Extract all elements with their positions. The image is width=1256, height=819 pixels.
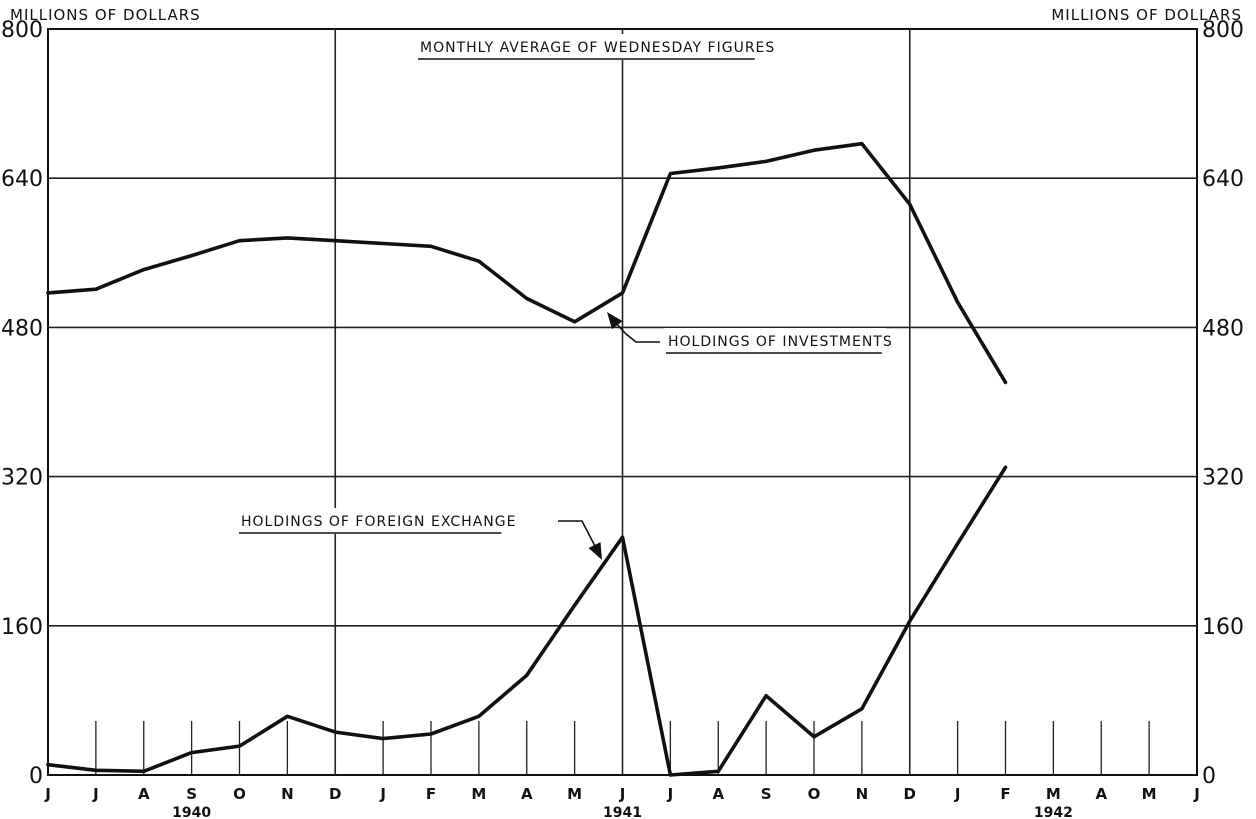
x-tick-label: J: [44, 785, 51, 803]
x-tick-label: J: [954, 785, 961, 803]
y-axis-label-right: MILLIONS OF DOLLARS: [1051, 6, 1242, 24]
x-year-label: 1942: [1034, 805, 1073, 819]
x-tick-label: S: [186, 785, 197, 803]
x-tick-label: M: [1046, 785, 1061, 803]
x-tick-label: N: [281, 785, 294, 803]
y-tick-label-left: 0: [29, 764, 43, 789]
x-tick-label: D: [329, 785, 341, 803]
x-tick-label: A: [712, 785, 724, 803]
investments-arrowhead: [607, 312, 623, 330]
y-tick-label-left: 160: [1, 615, 43, 640]
x-tick-label: J: [1193, 785, 1200, 803]
x-tick-label: M: [567, 785, 582, 803]
x-tick-label: F: [1000, 785, 1010, 803]
x-tick-label: A: [1095, 785, 1107, 803]
y-tick-label-right: 160: [1202, 615, 1244, 640]
y-tick-label-left: 320: [1, 466, 43, 491]
x-tick-label: D: [904, 785, 916, 803]
x-tick-label: M: [1142, 785, 1157, 803]
foreign-exchange-leader: [558, 520, 597, 549]
series-lines: [46, 141, 1008, 777]
x-tick-label: S: [761, 785, 772, 803]
x-tick-label: J: [92, 785, 99, 803]
x-tick-label: F: [426, 785, 436, 803]
y-tick-label-right: 800: [1202, 18, 1244, 43]
y-tick-label-left: 640: [1, 167, 43, 192]
x-tick-label: A: [521, 785, 533, 803]
series-line-investments: [46, 141, 1008, 385]
x-tick-label: A: [138, 785, 150, 803]
x-tick-label: O: [233, 785, 246, 803]
x-tick-label: N: [856, 785, 869, 803]
series-label-investments: HOLDINGS OF INVESTMENTS: [668, 334, 893, 350]
x-tick-label: O: [808, 785, 821, 803]
y-tick-label-right: 640: [1202, 167, 1244, 192]
y-tick-label-right: 320: [1202, 466, 1244, 491]
series-label-foreign-exchange-bg: [237, 508, 506, 534]
series-line-foreign-exchange: [46, 465, 1008, 777]
x-year-label: 1940: [172, 805, 211, 819]
x-year-label: 1941: [603, 805, 642, 819]
chart-title-bg: [416, 34, 759, 60]
y-tick-label-right: 0: [1202, 764, 1216, 789]
y-tick-label-left: 800: [1, 18, 43, 43]
foreign-exchange-arrowhead: [588, 542, 602, 560]
x-tick-label: J: [379, 785, 386, 803]
month-tick-marks: [95, 721, 1150, 775]
investments-leader: [613, 320, 660, 343]
series-label-foreign-exchange: HOLDINGS OF FOREIGN EXCHANGE: [241, 514, 516, 530]
y-tick-label-right: 480: [1202, 316, 1244, 341]
y-axis-label-left: MILLIONS OF DOLLARS: [10, 6, 201, 24]
axis-labels: 0 0 160 160 320 320 480 480 640 640 800 800 J J A S O N D J…: [1, 18, 1244, 819]
annotations: MONTHLY AVERAGE OF WEDNESDAY FIGURES HOLD…: [237, 34, 893, 560]
chart-title: MONTHLY AVERAGE OF WEDNESDAY FIGURES: [420, 40, 775, 56]
x-tick-label: M: [471, 785, 486, 803]
x-tick-label: J: [667, 785, 674, 803]
x-tick-label: J: [619, 785, 626, 803]
y-tick-label-left: 480: [1, 316, 43, 341]
grid: [47, 28, 1198, 776]
series-label-investments-bg: [664, 328, 886, 354]
